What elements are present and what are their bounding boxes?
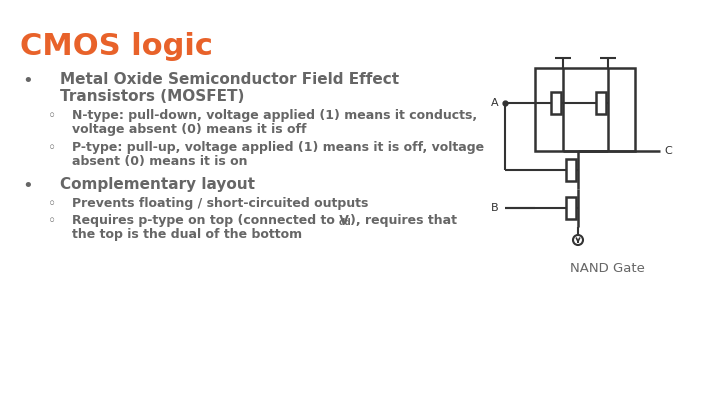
Text: •: • <box>22 72 32 90</box>
Text: voltage absent (0) means it is off: voltage absent (0) means it is off <box>72 123 307 136</box>
Text: ◦: ◦ <box>48 197 56 211</box>
Text: ◦: ◦ <box>48 141 56 155</box>
Bar <box>596 92 606 114</box>
Text: dd: dd <box>339 218 352 227</box>
Text: ), requires that: ), requires that <box>350 214 457 227</box>
Text: Metal Oxide Semiconductor Field Effect: Metal Oxide Semiconductor Field Effect <box>60 72 399 87</box>
Text: Prevents floating / short-circuited outputs: Prevents floating / short-circuited outp… <box>72 197 369 210</box>
Text: •: • <box>22 177 32 195</box>
Bar <box>566 197 576 219</box>
Bar <box>535 68 635 151</box>
Bar <box>551 92 561 114</box>
Bar <box>566 159 576 181</box>
Text: N-type: pull-down, voltage applied (1) means it conducts,: N-type: pull-down, voltage applied (1) m… <box>72 109 477 122</box>
Text: P-type: pull-up, voltage applied (1) means it is off, voltage: P-type: pull-up, voltage applied (1) mea… <box>72 141 484 154</box>
Text: NAND Gate: NAND Gate <box>570 262 645 275</box>
Text: C: C <box>664 146 672 156</box>
Text: B: B <box>491 203 499 213</box>
Text: ◦: ◦ <box>48 109 56 123</box>
Text: Complementary layout: Complementary layout <box>60 177 255 192</box>
Text: the top is the dual of the bottom: the top is the dual of the bottom <box>72 228 302 241</box>
Text: ◦: ◦ <box>48 214 56 228</box>
Text: A: A <box>491 98 499 108</box>
Text: Requires p-type on top (connected to V: Requires p-type on top (connected to V <box>72 214 349 227</box>
Text: absent (0) means it is on: absent (0) means it is on <box>72 155 248 168</box>
Text: CMOS logic: CMOS logic <box>20 32 213 61</box>
Text: Transistors (MOSFET): Transistors (MOSFET) <box>60 89 244 104</box>
